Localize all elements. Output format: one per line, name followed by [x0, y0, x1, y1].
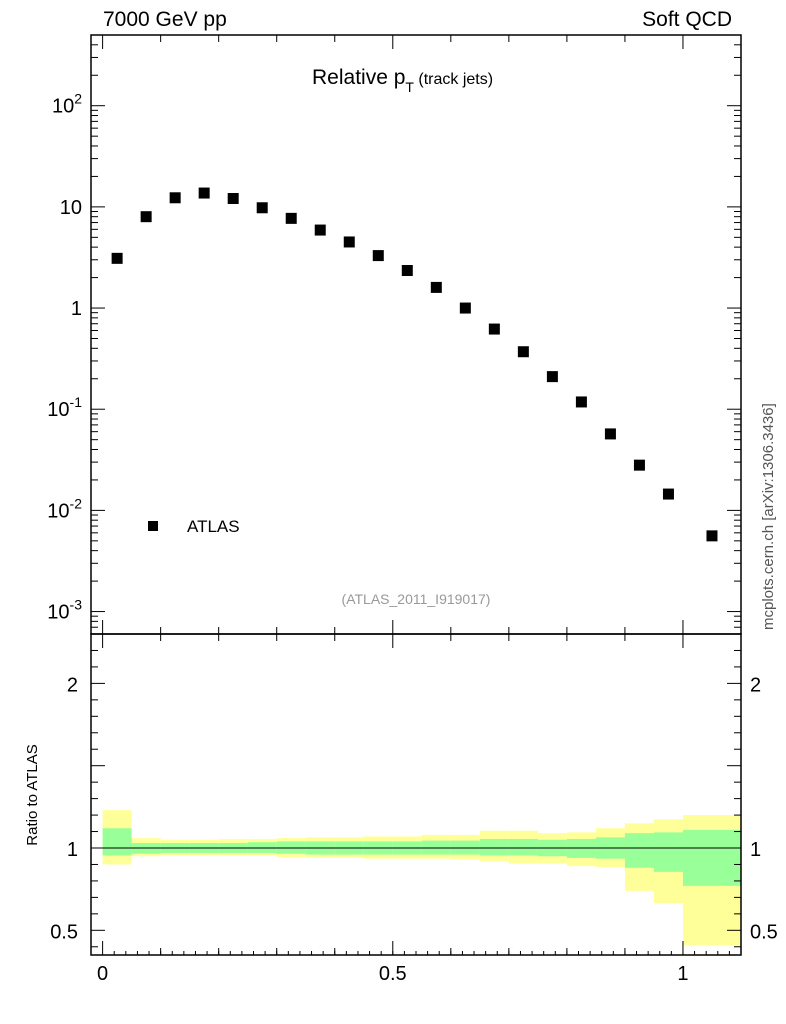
- y-tick-label: 102: [52, 91, 82, 118]
- x-tick-label: 0: [97, 963, 108, 985]
- data-point: [169, 192, 181, 204]
- stat-band-bin: [479, 838, 509, 856]
- header-category-label: Soft QCD: [642, 8, 732, 31]
- x-tick-label: 1: [677, 963, 688, 985]
- data-point: [546, 371, 558, 383]
- data-point: [662, 488, 674, 500]
- ratio-y-tick-label: 0.5: [50, 921, 78, 943]
- data-point: [604, 428, 616, 440]
- ratio-y-tick-label-right: 1: [750, 839, 761, 861]
- plot-title: Relative pT (track jets): [312, 66, 493, 95]
- legend-label: ATLAS: [187, 517, 240, 536]
- y-tick-label: 1: [71, 298, 82, 320]
- stat-band-bin: [653, 832, 683, 872]
- data-point: [227, 193, 239, 205]
- data-point: [430, 281, 442, 293]
- data-point: [459, 302, 471, 314]
- data-point: [706, 530, 718, 542]
- y-tick-label: 10-3: [47, 597, 82, 624]
- main-plot-frame: [90, 34, 742, 635]
- ratio-y-tick-label: 1: [67, 839, 78, 861]
- data-point: [111, 252, 123, 264]
- data-point: [285, 212, 297, 224]
- data-point: [314, 224, 326, 236]
- data-point: [372, 250, 384, 262]
- y-tick-label: 10: [60, 197, 82, 219]
- y-tick-label: 10-1: [47, 394, 82, 421]
- data-point: [256, 202, 268, 214]
- analysis-id-annotation: (ATLAS_2011_I919017): [342, 591, 491, 607]
- data-point: [401, 265, 413, 277]
- data-point: [575, 396, 587, 408]
- stat-band-bin: [682, 829, 741, 886]
- stat-band-bin: [508, 838, 538, 856]
- data-point: [198, 187, 210, 199]
- y-tick-label: 10-2: [47, 495, 82, 522]
- stat-band-bin: [624, 833, 654, 868]
- header-energy-label: 7000 GeV pp: [103, 8, 227, 31]
- data-point: [488, 323, 500, 335]
- legend-marker: [148, 521, 158, 531]
- data-point: [140, 211, 152, 223]
- data-point: [343, 236, 355, 248]
- ratio-y-tick-label-right: 2: [750, 674, 761, 696]
- stat-band-bin: [102, 828, 132, 856]
- ratio-plot-frame: [90, 633, 742, 956]
- ratio-y-axis-label: Ratio to ATLAS: [24, 744, 41, 845]
- x-tick-label: 0.5: [379, 963, 407, 985]
- data-point: [517, 346, 529, 358]
- data-point: [633, 459, 645, 471]
- ratio-y-tick-label: 2: [67, 674, 78, 696]
- ratio-y-tick-label-right: 0.5: [750, 921, 778, 943]
